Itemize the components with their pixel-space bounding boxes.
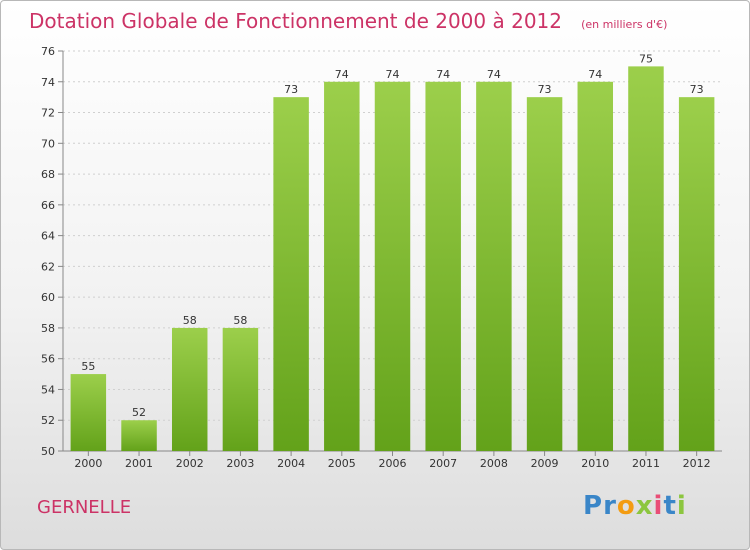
bar-2005 [324,81,360,452]
logo-letter: x [635,491,654,521]
bar-value-label: 58 [183,314,197,327]
bar-value-label: 55 [81,360,95,373]
commune-name: GERNELLE [37,497,132,518]
bar-2008 [476,81,512,452]
bar-value-label: 74 [386,68,400,81]
y-tick-label: 54 [41,383,55,396]
bar-2012 [678,97,715,452]
x-tick-label: 2008 [480,457,508,470]
logo-letter: i [653,491,664,521]
y-tick-label: 74 [41,76,55,89]
bar-value-label: 74 [588,68,602,81]
bar-value-label: 58 [233,314,247,327]
logo-letter: o [616,491,636,521]
x-tick-label: 2001 [125,457,153,470]
y-tick-label: 62 [41,260,55,273]
bar-2009 [526,97,563,452]
x-tick-label: 2002 [176,457,204,470]
y-tick-label: 68 [41,168,55,181]
x-tick-label: 2009 [531,457,559,470]
y-tick-label: 50 [41,445,55,458]
logo-letter: P [583,491,604,521]
y-tick-label: 58 [41,322,55,335]
x-tick-label: 2012 [683,457,711,470]
bar-2002 [171,327,208,451]
bar-2003 [222,327,259,451]
logo-letter: t [663,491,677,521]
y-tick-label: 66 [41,199,55,212]
bar-value-label: 75 [639,52,653,65]
bar-value-label: 73 [284,83,298,96]
bar-value-label: 74 [436,68,450,81]
chart-subtitle: (en milliers d'€) [581,18,668,31]
y-tick-label: 52 [41,414,55,427]
proxiti-logo: Proxiti [583,491,687,521]
x-tick-label: 2003 [226,457,254,470]
bar-2000 [70,374,107,451]
x-tick-label: 2004 [277,457,305,470]
bars [70,66,715,452]
bar-2007 [425,81,461,452]
y-tick-label: 72 [41,107,55,120]
bar-2001 [121,420,157,451]
x-tick-label: 2005 [328,457,356,470]
logo-letter: i [676,491,687,521]
bar-2011 [628,66,664,451]
bar-value-label: 74 [335,68,349,81]
chart-title: Dotation Globale de Fonctionnement de 20… [29,9,562,33]
labels: 50 52 54 56 58 60 62 64 66 68 70 72 74 76 55 2000 52 2001… [41,45,711,470]
bar-value-label: 73 [538,83,552,96]
bar-value-label: 74 [487,68,501,81]
y-tick-label: 70 [41,137,55,150]
bar-value-label: 73 [690,83,704,96]
y-tick-label: 56 [41,353,55,366]
logo-letter: r [603,491,617,521]
y-tick-label: 76 [41,45,55,58]
x-tick-label: 2011 [632,457,660,470]
bar-2010 [577,81,614,452]
x-tick-label: 2000 [74,457,102,470]
x-tick-label: 2010 [581,457,609,470]
title-row: Dotation Globale de Fonctionnement de 20… [29,9,667,33]
x-tick-label: 2007 [429,457,457,470]
x-tick-label: 2006 [379,457,407,470]
y-tick-label: 64 [41,230,55,243]
bar-value-label: 52 [132,406,146,419]
y-tick-label: 60 [41,291,55,304]
bar-2004 [273,97,309,452]
bar-2006 [374,81,411,452]
